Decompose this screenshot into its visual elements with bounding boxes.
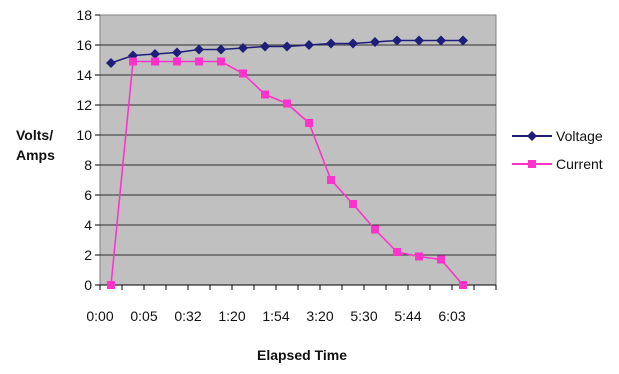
x-axis-title: Elapsed Time [257, 347, 347, 363]
current-point [239, 69, 247, 78]
current-point [129, 57, 137, 66]
voltage-point [172, 47, 182, 58]
voltage-point [348, 38, 358, 49]
plot-background [99, 14, 497, 286]
y-axis-ticks: 0 2 4 6 8 10 12 14 16 18 [76, 7, 100, 293]
current-point [283, 99, 291, 108]
current-point [371, 225, 379, 234]
y-tick-label: 0 [84, 277, 92, 293]
current-point [261, 90, 269, 99]
current-point [349, 200, 357, 208]
x-tick-label: 3:20 [306, 308, 333, 324]
y-tick-label: 8 [84, 157, 92, 173]
legend-current-marker [528, 160, 536, 168]
series-layer [106, 35, 468, 289]
series-voltage [106, 35, 468, 68]
series-current [107, 57, 467, 289]
voltage-point [282, 41, 292, 52]
y-tick-label: 14 [76, 67, 92, 83]
x-tick-label: 0:00 [86, 308, 113, 324]
y-tick-label: 18 [76, 7, 92, 23]
y-axis-title-line1: Volts/ [16, 127, 53, 143]
x-tick-label: 1:20 [218, 308, 245, 324]
voltage-point [194, 44, 204, 55]
voltage-point [414, 35, 424, 46]
x-tick-label: 5:30 [350, 308, 377, 324]
current-point [437, 255, 445, 264]
y-tick-label: 6 [84, 187, 92, 203]
y-tick-label: 4 [84, 217, 92, 233]
current-point [459, 281, 467, 289]
y-tick-label: 12 [76, 97, 92, 113]
x-tick-label: 5:44 [394, 308, 421, 324]
current-point [327, 176, 335, 184]
x-tick-label: 6:03 [438, 308, 465, 324]
voltage-point [436, 35, 446, 46]
voltage-point [458, 35, 468, 46]
voltage-point [150, 49, 160, 59]
y-tick-label: 2 [84, 247, 92, 263]
y-tick-label: 16 [76, 37, 92, 53]
voltage-point [326, 38, 336, 49]
voltage-point [304, 40, 314, 50]
current-point [305, 119, 313, 127]
voltage-point [106, 58, 116, 68]
x-tick-label: 1:54 [262, 308, 289, 324]
current-point [173, 57, 181, 66]
plot-area [99, 14, 497, 286]
x-tick-label: 0:32 [174, 308, 201, 324]
current-point [195, 57, 203, 66]
voltage-point [260, 41, 270, 52]
voltage-point [392, 35, 402, 46]
current-point [107, 281, 115, 289]
legend-voltage-label: Voltage [556, 128, 603, 144]
y-tick-label: 10 [76, 127, 92, 143]
y-axis-title-line2: Amps [16, 147, 55, 163]
legend-voltage-marker [527, 131, 537, 141]
current-point [393, 248, 401, 256]
current-point [217, 57, 225, 66]
legend: Voltage Current [512, 128, 603, 172]
voltage-point [216, 44, 226, 55]
voltage-point [238, 43, 248, 53]
voltage-point [370, 37, 380, 47]
legend-current-label: Current [556, 156, 603, 172]
current-point [415, 252, 423, 261]
x-axis-ticks: 0:00 0:05 0:32 1:20 1:54 3:20 5:30 5:44 6:03 [86, 284, 497, 324]
current-point [151, 57, 159, 66]
x-tick-label: 0:05 [130, 308, 157, 324]
